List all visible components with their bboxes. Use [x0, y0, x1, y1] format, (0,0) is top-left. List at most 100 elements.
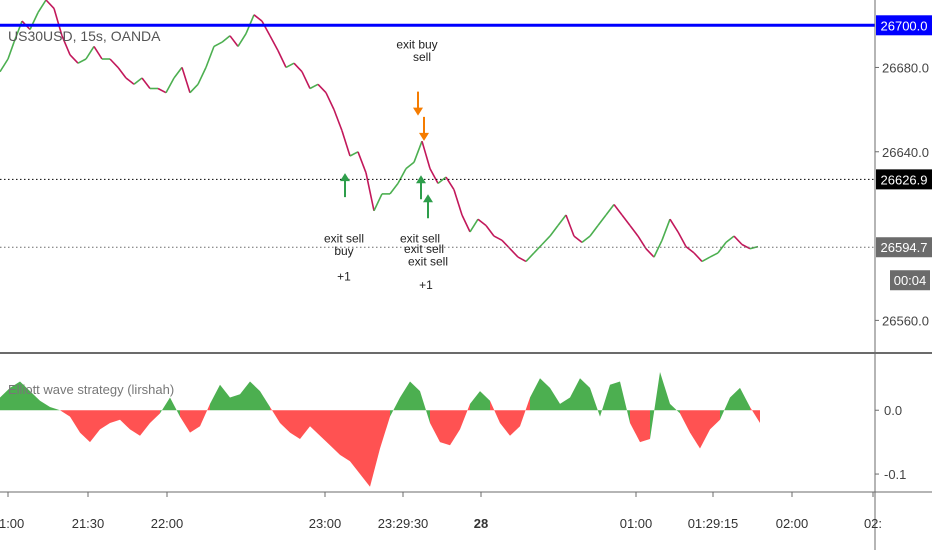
oscillator-negative-area [630, 410, 640, 443]
price-segment [525, 252, 535, 262]
price-segment [285, 62, 295, 69]
buy-arrow-icon [340, 173, 350, 198]
oscillator-positive-area [740, 387, 750, 411]
price-segment [621, 214, 631, 226]
oscillator-positive-area [620, 381, 630, 423]
price-segment [109, 58, 119, 68]
oscillator-negative-area [450, 410, 460, 446]
oscillator-negative-area [380, 410, 390, 449]
oscillator-negative-area [340, 410, 350, 462]
oscillator-negative-area [370, 410, 380, 487]
oscillator-positive-area [40, 400, 50, 411]
price-segment [565, 214, 575, 237]
price-segment [93, 45, 103, 60]
oscillator-negative-area [150, 410, 160, 423]
oscillator-positive-area [30, 391, 40, 411]
oscillator-positive-area [480, 391, 490, 411]
price-segment [717, 241, 727, 254]
oscillator-negative-area [500, 410, 510, 436]
price-segment [61, 35, 71, 56]
x-tick-label: 01:00 [620, 516, 653, 531]
oscillator-positive-area [730, 387, 740, 411]
price-segment [613, 204, 623, 216]
oscillator-negative-area [270, 407, 280, 423]
trade-annotation: exit buy [396, 37, 437, 51]
price-scale-ticks: 26560.0 26640.0 26680.0 [875, 60, 929, 328]
oscillator-positive-area [240, 381, 250, 411]
buy-arrow-icon [423, 194, 433, 219]
price-segment [405, 161, 415, 170]
oscillator-negative-area [320, 410, 330, 446]
oscillator-negative-area [110, 410, 120, 423]
oscillator-negative-area [520, 397, 530, 427]
time-axis[interactable]: 21:00 21:30 22:00 23:00 23:29:30 28 01:00 01:29… [0, 492, 882, 531]
price-segment [37, 0, 47, 14]
oscillator-negative-area [200, 403, 210, 427]
price-segment [533, 243, 543, 254]
y-tick-label: 26640.0 [882, 145, 929, 160]
oscillator-negative-area [700, 410, 710, 449]
trade-annotation: +1 [337, 269, 351, 283]
price-segment [605, 204, 615, 216]
oscillator-positive-area [210, 384, 220, 411]
oscillator-positive-area [670, 403, 680, 414]
oscillator-negative-area [640, 410, 650, 443]
x-tick-label: 02: [864, 516, 882, 531]
oscillator-positive-area [220, 384, 230, 411]
price-segment [85, 45, 95, 60]
price-segment [269, 35, 279, 51]
price-label: 26700.0 [881, 18, 928, 33]
trade-annotation: exit sell [400, 231, 440, 245]
price-segment [693, 252, 703, 262]
price-segment [165, 77, 175, 94]
price-segment [733, 235, 743, 246]
oscillator-positive-area [530, 378, 540, 411]
price-segment [77, 58, 87, 64]
price-segment [541, 235, 551, 246]
price-segment [221, 35, 231, 43]
price-label: 26594.7 [881, 240, 928, 255]
oscillator-negative-area [440, 410, 450, 446]
oscillator-positive-area [390, 397, 400, 417]
trade-annotation: exit sell [408, 255, 448, 269]
indicator-scale-ticks: 0.0 -0.1 [875, 403, 906, 482]
price-segment [629, 225, 639, 237]
price-segment [253, 14, 263, 22]
price-segment [389, 182, 399, 195]
price-segment [133, 77, 143, 85]
price-segment [173, 66, 183, 79]
oscillator-positive-area [400, 381, 410, 411]
price-segment [581, 235, 591, 244]
price-segment [597, 214, 607, 226]
price-segment [557, 214, 567, 226]
price-segment [7, 41, 15, 60]
price-segment [181, 67, 191, 93]
sell-arrow-icon [419, 116, 429, 141]
price-pane[interactable] [0, 0, 875, 352]
price-label-box [876, 15, 932, 36]
timer-box [890, 270, 930, 291]
oscillator-positive-area [660, 372, 670, 411]
osc-tick-label: -0.1 [884, 467, 906, 482]
price-label: 26626.9 [881, 172, 928, 187]
oscillator-positive-area [50, 407, 60, 411]
oscillator-positive-area [650, 372, 660, 439]
price-segment [549, 225, 559, 237]
oscillator-positive-area [170, 397, 180, 417]
oscillator-positive-area [470, 391, 480, 411]
price-segment [125, 77, 135, 85]
price-label-box [876, 169, 932, 190]
price-segment [349, 151, 359, 157]
price-series-group [0, 0, 759, 263]
oscillator-positive-area [550, 387, 560, 411]
oscillator-negative-area [690, 410, 700, 449]
oscillator-positive-area [410, 381, 420, 411]
price-segment [461, 214, 471, 233]
oscillator-negative-area [490, 400, 500, 423]
price-segment [117, 66, 127, 79]
price-segment [437, 176, 447, 185]
price-segment [661, 218, 671, 241]
trade-annotation: exit sell [324, 231, 364, 245]
price-segment [373, 193, 383, 212]
